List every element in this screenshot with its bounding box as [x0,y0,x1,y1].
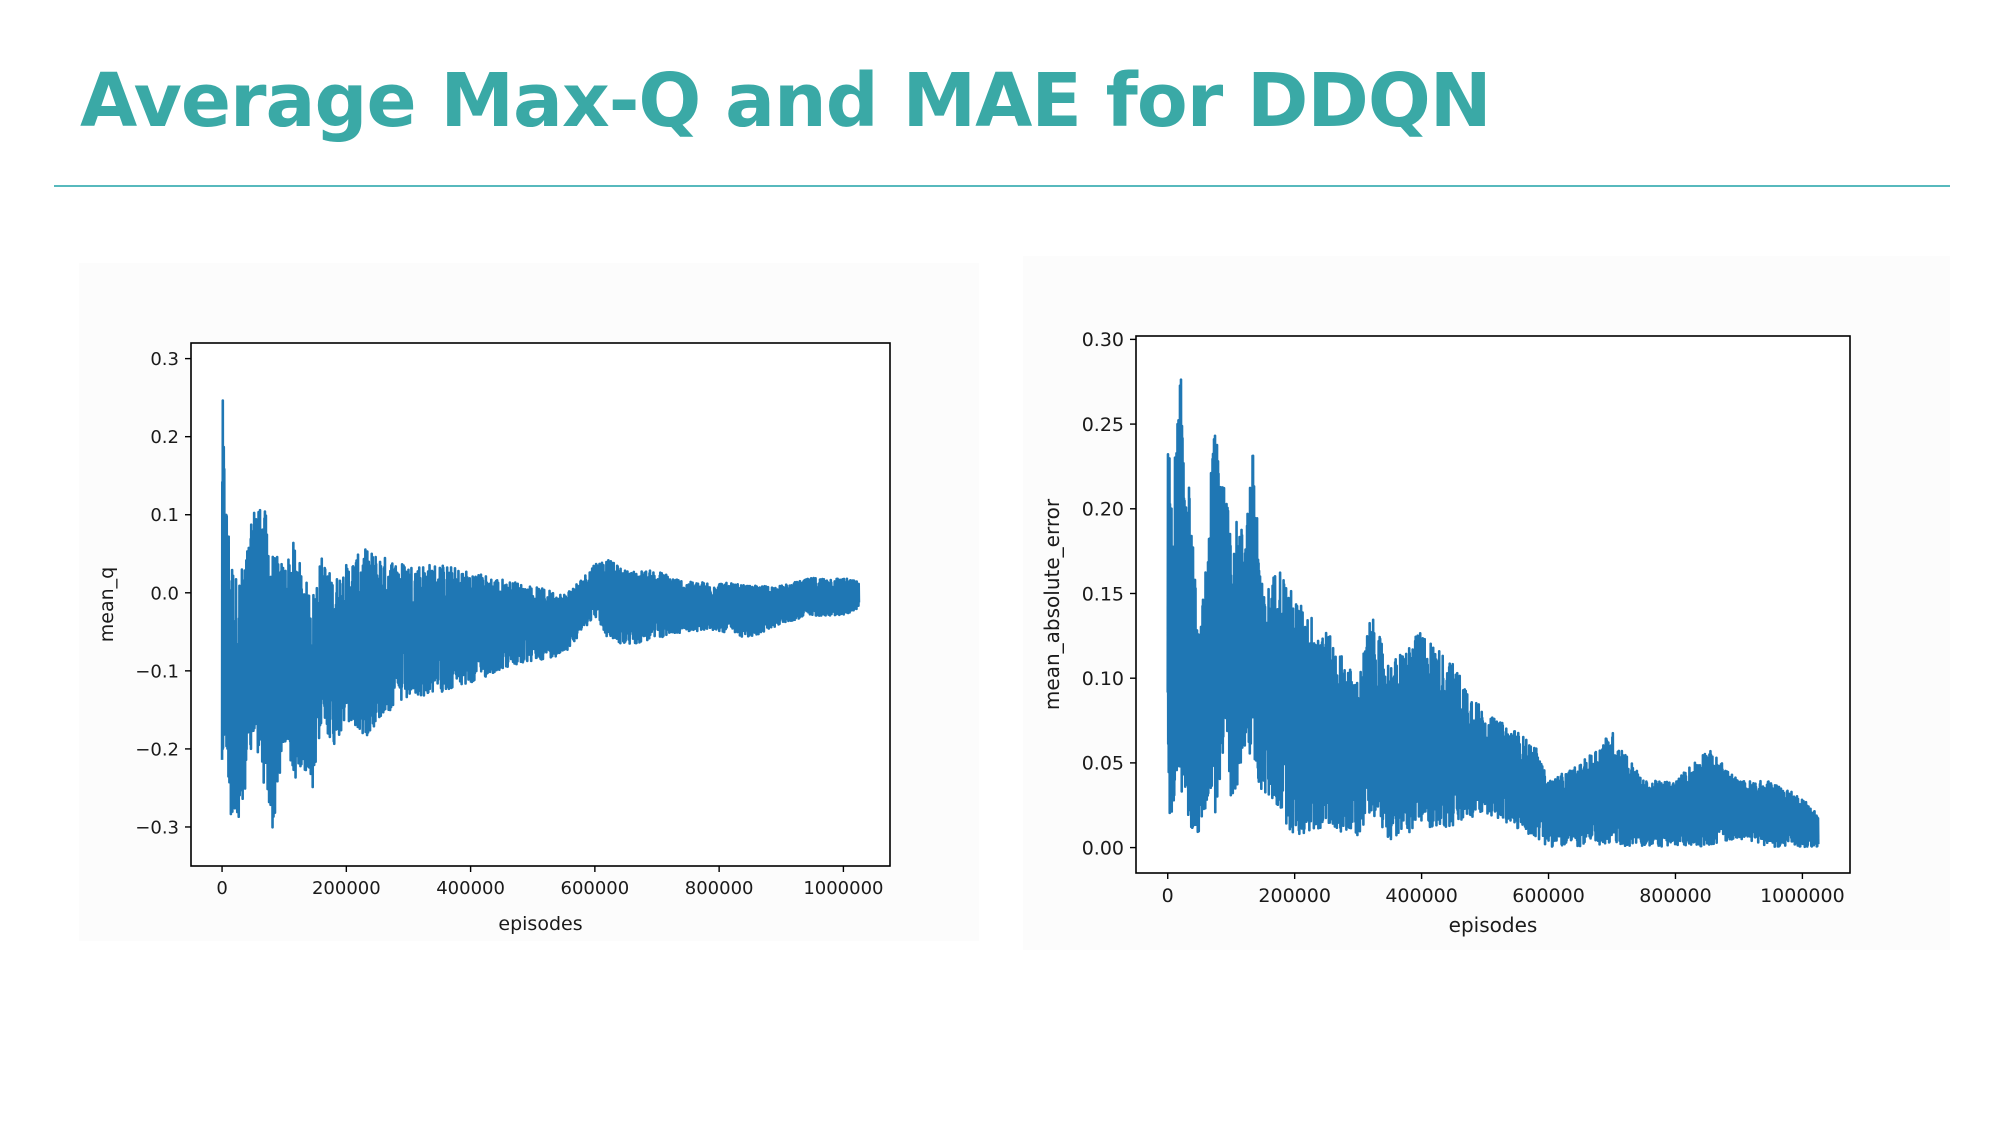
x-tick-label: 600000 [561,878,630,899]
mean-q-chart: 0 200000 400000 600000 800000 1000000 −0.3 −0.2… [96,342,891,935]
y-tick-label: 0.1 [150,505,179,526]
x-tick-label: 800000 [685,878,754,899]
y-tick-label: 0.00 [1082,837,1124,859]
y-tick-label: −0.1 [135,661,179,682]
plot-frame [190,342,891,867]
x-tick-label: 200000 [1258,885,1331,907]
series-line [1166,378,1820,849]
y-tick-label: 0.30 [1082,329,1124,351]
y-tick-label: −0.3 [135,817,179,838]
mae-chart-panel: 0 200000 400000 600000 800000 1000000 0.00 0.05… [1023,256,1950,950]
y-tick-label: −0.2 [135,739,179,760]
title-divider [54,185,1950,187]
y-tick-label: 0.10 [1082,668,1124,690]
slide-title: Average Max-Q and MAE for DDQN [80,58,1492,144]
x-axis-label: episodes [498,913,582,935]
mean-q-chart-panel: 0 200000 400000 600000 800000 1000000 −0.3 −0.2… [79,263,979,941]
x-tick-label: 1000000 [1760,885,1845,907]
x-tick-label: 1000000 [803,878,883,899]
y-tick-label: 0.3 [150,349,179,370]
y-tick-label: 0.20 [1082,499,1124,521]
plot-frame [1135,335,1851,874]
x-tick-label: 400000 [1385,885,1458,907]
y-tick-label: 0.05 [1082,753,1124,775]
x-axis-label: episodes [1449,913,1538,937]
y-tick-label: 0.0 [150,583,179,604]
mae-chart: 0 200000 400000 600000 800000 1000000 0.00 0.05… [1040,329,1851,937]
x-tick-label: 0 [216,878,227,899]
y-tick-label: 0.25 [1082,414,1124,436]
series-line [220,399,861,829]
y-tick-label: 0.15 [1082,583,1124,605]
x-tick-label: 800000 [1639,885,1712,907]
x-tick-label: 600000 [1512,885,1585,907]
y-axis-label: mean_absolute_error [1040,498,1064,710]
y-tick-label: 0.2 [150,427,179,448]
x-tick-label: 0 [1162,885,1174,907]
x-tick-label: 200000 [312,878,381,899]
y-axis-label: mean_q [96,567,118,642]
x-tick-label: 400000 [436,878,505,899]
